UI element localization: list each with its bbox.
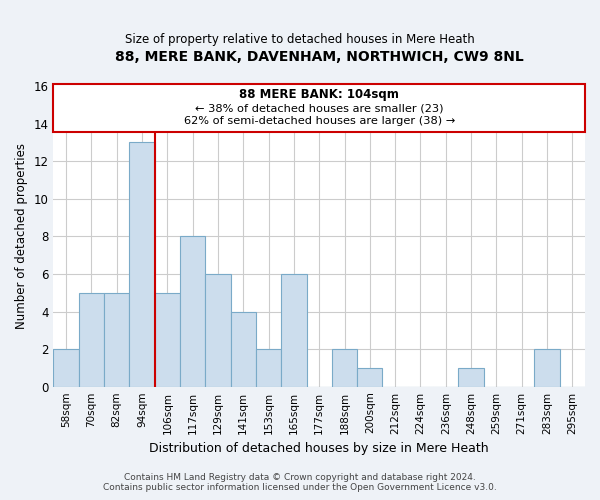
Text: 62% of semi-detached houses are larger (38) →: 62% of semi-detached houses are larger (… bbox=[184, 116, 455, 126]
X-axis label: Distribution of detached houses by size in Mere Heath: Distribution of detached houses by size … bbox=[149, 442, 489, 455]
FancyBboxPatch shape bbox=[53, 84, 585, 132]
Text: ← 38% of detached houses are smaller (23): ← 38% of detached houses are smaller (23… bbox=[195, 103, 443, 113]
Bar bbox=[535, 349, 560, 387]
Bar bbox=[104, 292, 130, 386]
Bar bbox=[79, 292, 104, 386]
Bar bbox=[458, 368, 484, 386]
Bar bbox=[256, 349, 281, 387]
Title: 88, MERE BANK, DAVENHAM, NORTHWICH, CW9 8NL: 88, MERE BANK, DAVENHAM, NORTHWICH, CW9 … bbox=[115, 50, 524, 64]
Bar bbox=[180, 236, 205, 386]
Text: Size of property relative to detached houses in Mere Heath: Size of property relative to detached ho… bbox=[125, 32, 475, 46]
Bar bbox=[332, 349, 357, 387]
Bar bbox=[357, 368, 382, 386]
Text: 88 MERE BANK: 104sqm: 88 MERE BANK: 104sqm bbox=[239, 88, 399, 101]
Bar bbox=[130, 142, 155, 386]
Bar bbox=[230, 312, 256, 386]
Bar bbox=[205, 274, 230, 386]
Text: Contains HM Land Registry data © Crown copyright and database right 2024.
Contai: Contains HM Land Registry data © Crown c… bbox=[103, 473, 497, 492]
Y-axis label: Number of detached properties: Number of detached properties bbox=[15, 144, 28, 330]
Bar bbox=[281, 274, 307, 386]
Bar bbox=[155, 292, 180, 386]
Bar bbox=[53, 349, 79, 387]
